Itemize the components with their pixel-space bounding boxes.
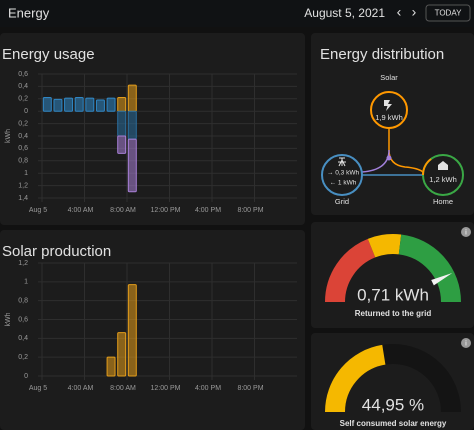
- gauge-value: 44,95 %: [362, 395, 424, 414]
- y-tick-label: 0,6: [18, 145, 28, 152]
- grid-returned: → 0,3 kWh: [327, 170, 360, 177]
- info-glyph: i: [465, 340, 467, 347]
- x-tick-label: Aug 5: [29, 385, 47, 392]
- solar-label: Solar: [380, 73, 398, 82]
- bar: [127, 284, 137, 377]
- bar: [117, 110, 127, 137]
- x-tick-label: 4:00 PM: [195, 207, 221, 214]
- gauge-segment: [367, 234, 402, 258]
- bar: [117, 332, 127, 377]
- card-title: Energy usage: [2, 46, 95, 63]
- y-tick-label: 0,2: [18, 120, 28, 127]
- x-tick-label: 12:00 PM: [151, 207, 181, 214]
- y-tick-label: 1,2: [18, 182, 28, 189]
- y-tick-label: 0: [24, 373, 28, 380]
- x-tick-label: 4:00 AM: [68, 207, 94, 214]
- y-tick-label: 1: [24, 279, 28, 286]
- x-tick-label: 8:00 PM: [237, 207, 263, 214]
- info-icon[interactable]: [461, 338, 471, 348]
- info-glyph: i: [465, 229, 467, 236]
- gauge-value: 0,71 kWh: [357, 285, 429, 304]
- prev-button[interactable]: ‹: [397, 4, 402, 20]
- info-icon[interactable]: [461, 227, 471, 237]
- bar: [127, 138, 137, 193]
- today-button[interactable]: [425, 4, 471, 22]
- x-tick-label: 12:00 PM: [151, 385, 181, 392]
- grid-consumed: ← 1 kWh: [330, 180, 357, 187]
- x-tick-label: 8:00 AM: [110, 385, 136, 392]
- y-tick-label: 1,4: [18, 195, 28, 202]
- y-axis-label: kWh: [5, 129, 12, 143]
- bar: [106, 356, 116, 377]
- bar: [64, 97, 74, 112]
- header-bar: [0, 0, 474, 27]
- bar: [117, 135, 127, 154]
- grid-icon: [338, 157, 346, 167]
- bar: [53, 98, 63, 112]
- y-axis-label: kWh: [5, 312, 12, 326]
- home-ring-solar: [422, 158, 432, 176]
- bar: [42, 97, 52, 112]
- x-tick-label: Aug 5: [29, 207, 47, 214]
- flow-solar-home: [388, 128, 424, 173]
- y-tick-label: 0,4: [18, 133, 28, 140]
- gauge-segment: [325, 238, 376, 303]
- y-tick-label: 0,2: [18, 354, 28, 361]
- home-value: 1,2 kWh: [429, 175, 457, 184]
- y-tick-label: 0,8: [18, 158, 28, 165]
- y-tick-label: 0,4: [18, 335, 28, 342]
- flow-dot: [386, 155, 392, 161]
- gauge-needle: [431, 272, 453, 286]
- y-tick-label: 0,6: [18, 71, 28, 78]
- x-tick-label: 4:00 AM: [68, 385, 94, 392]
- x-tick-label: 8:00 PM: [237, 385, 263, 392]
- bar: [95, 99, 105, 112]
- usage-card: [0, 33, 305, 225]
- bar: [127, 84, 137, 112]
- y-tick-label: 0: [24, 108, 28, 115]
- y-tick-label: 1,2: [18, 260, 28, 267]
- x-tick-label: 4:00 PM: [195, 385, 221, 392]
- next-button[interactable]: ›: [412, 4, 417, 20]
- solar-icon: [384, 100, 392, 111]
- card-title: Energy distribution: [320, 46, 444, 63]
- gauge-label: Self consumed solar energy: [340, 419, 447, 428]
- today-label[interactable]: TODAY: [435, 9, 462, 18]
- bar: [74, 97, 84, 112]
- page-title: Energy: [8, 5, 50, 20]
- card-title: Solar production: [2, 243, 111, 260]
- flow-solar-grid: [361, 149, 390, 173]
- grid-label: Grid: [335, 197, 349, 206]
- y-tick-label: 0,2: [18, 96, 28, 103]
- y-tick-label: 0,8: [18, 298, 28, 305]
- bar: [85, 97, 95, 112]
- bar: [117, 97, 127, 112]
- grid-node: [321, 154, 363, 196]
- home-label: Home: [433, 197, 453, 206]
- home-icon: [438, 161, 448, 170]
- solar-value: 1,9 kWh: [375, 113, 403, 122]
- gauge-segment: [398, 234, 461, 303]
- solar-card: [0, 230, 305, 430]
- y-tick-label: 1: [24, 170, 28, 177]
- bar: [106, 97, 116, 112]
- gauge-value-arc: [325, 344, 386, 413]
- solar-node: [370, 91, 408, 129]
- gauge-label: Returned to the grid: [355, 309, 432, 318]
- y-tick-label: 0,4: [18, 83, 28, 90]
- x-tick-label: 8:00 AM: [110, 207, 136, 214]
- date: August 5, 2021: [304, 6, 385, 20]
- y-tick-label: 0,6: [18, 316, 28, 323]
- bar: [127, 110, 137, 140]
